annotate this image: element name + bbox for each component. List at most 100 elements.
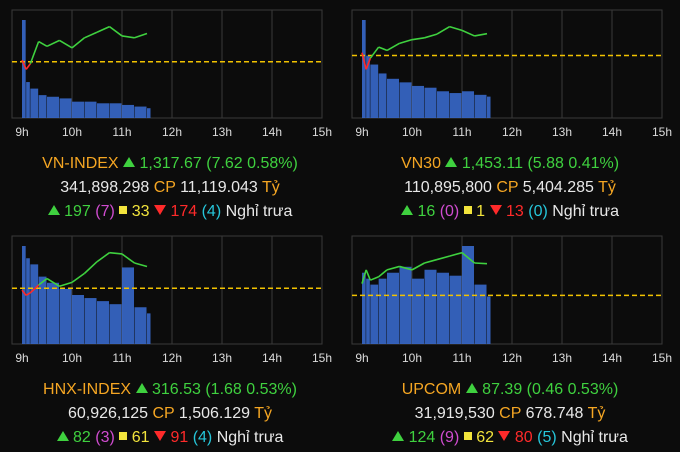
price-segment	[449, 251, 463, 257]
price-segment	[386, 42, 400, 52]
index-panel-vn30: 9h 10h 11h 12h 13h 14h 15h VN30 1,453.11 (5.88 …	[340, 0, 680, 226]
volume-bar	[387, 272, 399, 344]
intraday-chart: 9h 10h 11h 12h 13h 14h 15h	[351, 9, 672, 139]
time-tick-label: 14h	[262, 351, 282, 365]
index-name: VN30	[400, 155, 441, 172]
time-tick-label: 9h	[355, 351, 368, 365]
volume-bar	[22, 246, 26, 344]
price-segment	[424, 258, 438, 264]
cp-label: CP	[153, 179, 176, 196]
volume-bar	[370, 64, 379, 118]
arrow-up-icon	[401, 205, 413, 216]
ceiling-count: (0)	[439, 203, 460, 220]
ceiling-count: (7)	[95, 203, 115, 220]
price-segment	[96, 252, 110, 263]
volume-bar	[147, 313, 151, 344]
price-segment	[461, 252, 476, 264]
price-segment	[361, 52, 367, 70]
advancers-count: 82	[73, 429, 91, 446]
unit-label: Tỷ	[261, 179, 280, 196]
volume-bar	[487, 96, 491, 118]
index-value: 87.39	[482, 381, 523, 398]
volume-bar	[412, 85, 424, 118]
price-segment	[134, 262, 148, 268]
time-tick-label: 11h	[112, 125, 131, 139]
arrow-down-icon	[498, 431, 511, 442]
volume-bar	[449, 275, 462, 344]
trading-volume-line: 31,919,530 CP 678.748 Tỷ	[340, 402, 680, 426]
price-segment	[25, 292, 31, 297]
arrow-up-icon	[56, 431, 69, 442]
advancers-count: 16	[417, 203, 436, 220]
floor-count: (0)	[528, 203, 548, 220]
floor-count: (5)	[537, 429, 557, 446]
intraday-chart: 9h 10h 11h 12h 13h 14h 15h	[11, 235, 332, 365]
price-segment	[461, 29, 475, 37]
price-segment	[386, 265, 400, 271]
floor-count: (4)	[201, 203, 222, 220]
index-value: 1,317.67	[139, 155, 202, 172]
volume-bar	[38, 95, 47, 118]
arrow-down-icon	[153, 431, 166, 442]
volume-bar	[22, 20, 26, 118]
time-tick-label: 9h	[15, 125, 28, 139]
price-segment	[474, 262, 488, 265]
amount-value: 678.748	[525, 405, 584, 422]
volume-bar	[362, 20, 366, 118]
volume-bar	[84, 101, 97, 118]
price-segment	[38, 277, 48, 286]
price-segment	[361, 269, 367, 284]
price-segment	[370, 276, 379, 281]
volume-value: 60,926,125	[67, 405, 149, 422]
time-tick-label: 9h	[15, 351, 28, 365]
price-segment	[46, 39, 60, 48]
volume-bar	[399, 266, 412, 344]
cp-label: CP	[496, 179, 519, 196]
volume-value: 341,898,298	[60, 179, 150, 196]
amount-value: 1,506.129	[178, 405, 251, 422]
arrow-up-icon	[445, 157, 458, 168]
volume-bar	[72, 101, 84, 118]
volume-bar	[134, 106, 147, 118]
price-segment	[29, 41, 40, 65]
volume-bar	[109, 103, 122, 118]
advancers-count: 197	[64, 203, 91, 220]
index-summary-line: HNX-INDEX 316.53 (1.68 0.53%)	[0, 378, 340, 402]
index-name: HNX-INDEX	[43, 381, 132, 398]
price-segment	[121, 253, 135, 264]
advancers-count: 124	[408, 429, 436, 446]
price-segment	[365, 57, 372, 70]
price-segment	[369, 46, 380, 59]
volume-bar	[147, 108, 151, 118]
volume-bar	[399, 82, 412, 118]
volume-bar	[26, 258, 30, 344]
price-segment	[29, 284, 40, 294]
volume-bar	[47, 96, 59, 118]
time-tick-label: 10h	[62, 351, 82, 365]
volume-bar	[437, 272, 449, 344]
time-tick-label: 12h	[502, 125, 522, 139]
ceiling-count: (9)	[439, 429, 460, 446]
time-tick-label: 13h	[212, 125, 232, 139]
price-segment	[96, 25, 110, 33]
time-tick-label: 15h	[652, 125, 672, 139]
price-segment	[59, 39, 73, 49]
unit-label: Tỷ	[598, 179, 616, 196]
time-tick-label: 14h	[602, 351, 622, 365]
index-change: (0.46 0.53%)	[526, 381, 619, 398]
trading-volume-line: 110,895,800 CP 5,404.285 Tỷ	[340, 176, 680, 200]
volume-bar	[487, 296, 491, 344]
price-segment	[38, 40, 48, 48]
volume-bar	[122, 267, 134, 344]
price-segment	[109, 26, 123, 37]
trading-volume-line: 60,926,125 CP 1,506.129 Tỷ	[0, 402, 340, 426]
volume-bar	[72, 295, 84, 344]
volume-bar	[424, 269, 437, 344]
decliners-count: 80	[514, 429, 533, 446]
time-tick-label: 15h	[312, 125, 332, 139]
index-summary-line: VN30 1,453.11 (5.88 0.41%)	[340, 152, 680, 176]
price-segment	[436, 25, 450, 35]
volume-bar	[462, 91, 474, 118]
index-value: 1,453.11	[461, 155, 523, 172]
floor-count: (4)	[192, 429, 213, 446]
